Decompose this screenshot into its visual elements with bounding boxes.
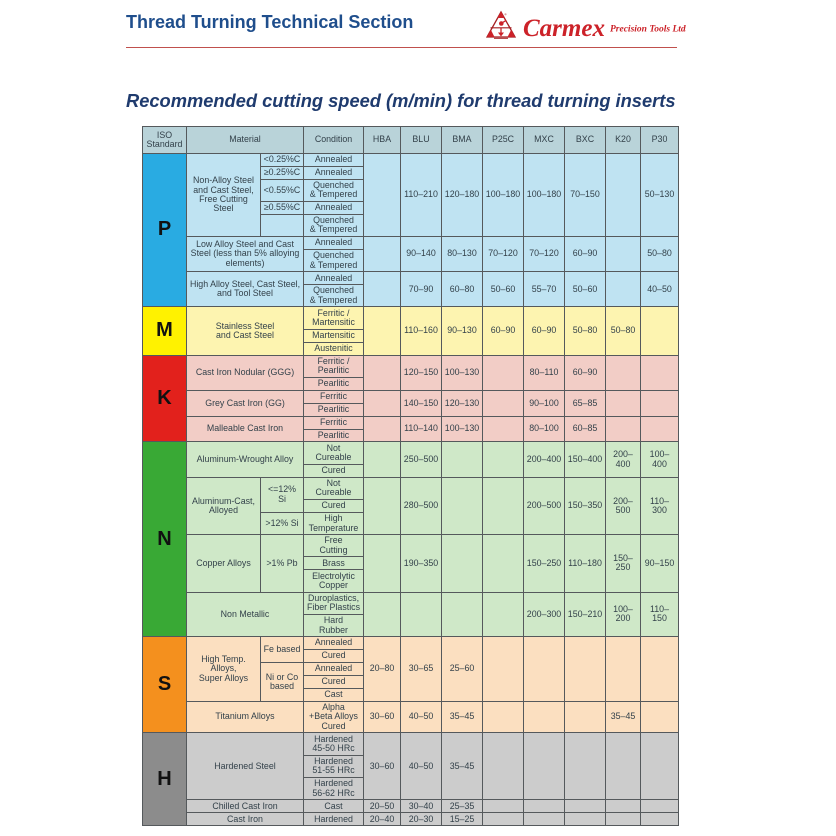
svg-text:Carmex: Carmex bbox=[523, 15, 605, 42]
svg-text:Precision Tools Ltd.: Precision Tools Ltd. bbox=[610, 25, 686, 35]
